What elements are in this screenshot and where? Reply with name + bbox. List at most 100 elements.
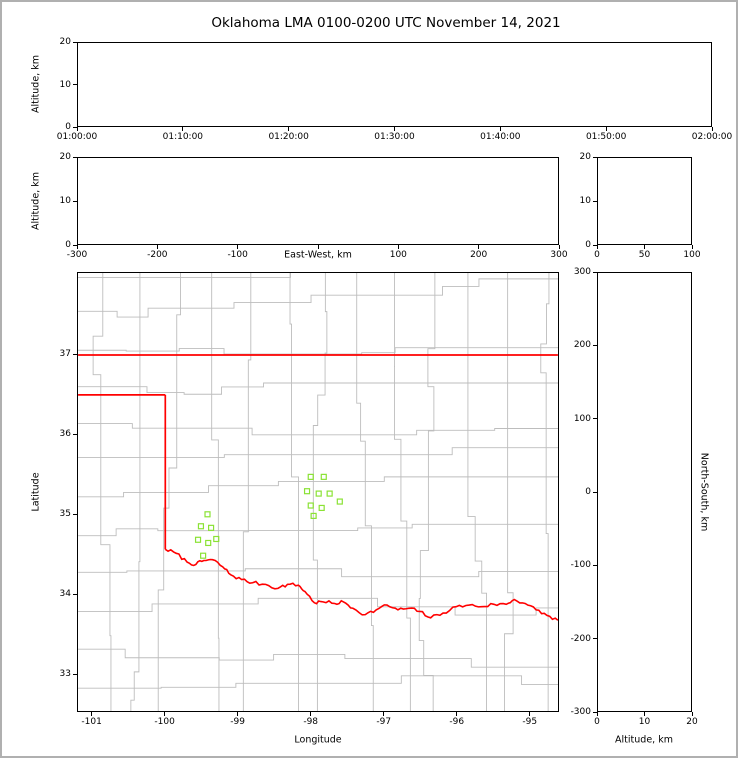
ew-height-panel[interactable] bbox=[77, 157, 559, 245]
tick-mark bbox=[237, 245, 239, 249]
station-marker bbox=[320, 473, 327, 480]
station-marker bbox=[315, 490, 322, 497]
tick-label: 20 bbox=[59, 152, 71, 162]
tick-label: 02:00:00 bbox=[691, 132, 733, 142]
tick-mark bbox=[596, 245, 598, 249]
ns-height-panel[interactable] bbox=[597, 272, 692, 712]
time-height-ylabel: Altitude, km bbox=[30, 55, 42, 113]
station-marker bbox=[318, 504, 325, 512]
station-marker bbox=[326, 490, 333, 497]
tick-label: 0 bbox=[594, 717, 600, 727]
tick-mark bbox=[73, 593, 77, 595]
tick-mark bbox=[478, 245, 480, 249]
ns-height-ylabel: North-South, km bbox=[698, 452, 710, 532]
tick-label: 01:30:00 bbox=[374, 132, 415, 142]
tick-label: -100 bbox=[570, 560, 591, 571]
tick-label: 01:10:00 bbox=[162, 132, 204, 142]
tick-mark bbox=[605, 127, 607, 131]
alt-histogram-panel[interactable] bbox=[597, 157, 692, 245]
tick-mark bbox=[529, 712, 531, 716]
tick-label: -99 bbox=[230, 717, 246, 727]
tick-label: 0 bbox=[585, 240, 591, 250]
tick-mark bbox=[383, 712, 385, 716]
tick-label: 200 bbox=[573, 340, 591, 351]
station-marker bbox=[336, 498, 343, 505]
tick-mark bbox=[73, 126, 77, 128]
tick-label: 01:20:00 bbox=[268, 132, 309, 142]
tick-label: 35 bbox=[59, 509, 71, 520]
tick-mark bbox=[73, 513, 77, 515]
tick-label: 0 bbox=[65, 240, 71, 250]
station-marker bbox=[204, 511, 211, 518]
tick-mark bbox=[593, 418, 597, 420]
map-panel[interactable] bbox=[77, 272, 559, 712]
tick-label: -100 bbox=[154, 717, 175, 727]
tick-mark bbox=[644, 712, 645, 716]
tick-mark bbox=[644, 245, 645, 249]
tick-mark bbox=[73, 156, 77, 158]
station-marker bbox=[303, 488, 311, 495]
tick-mark bbox=[456, 712, 458, 716]
tick-mark bbox=[499, 127, 501, 131]
tick-label: -200 bbox=[147, 250, 168, 260]
tick-label: -95 bbox=[522, 717, 538, 727]
tick-label: 0 bbox=[65, 122, 71, 132]
tick-mark bbox=[73, 84, 77, 85]
tick-label: 20 bbox=[59, 37, 71, 47]
time-height-panel[interactable] bbox=[77, 42, 712, 127]
tick-mark bbox=[76, 127, 78, 131]
tick-mark bbox=[310, 712, 312, 716]
tick-label: 01:40:00 bbox=[480, 132, 521, 142]
tick-mark bbox=[558, 245, 560, 249]
tick-mark bbox=[593, 244, 597, 246]
tick-mark bbox=[76, 245, 78, 249]
tick-mark bbox=[156, 245, 158, 249]
tick-label: -98 bbox=[303, 717, 319, 727]
tick-mark bbox=[91, 712, 93, 716]
tick-mark bbox=[73, 433, 77, 435]
map-ylabel: Latitude bbox=[30, 472, 42, 512]
tick-mark bbox=[73, 673, 77, 675]
station-marker bbox=[307, 502, 314, 509]
tick-mark bbox=[691, 712, 693, 716]
tick-label: 100 bbox=[683, 250, 701, 260]
state-border bbox=[78, 354, 558, 621]
station-marker bbox=[200, 552, 207, 559]
tick-mark bbox=[691, 245, 693, 249]
tick-mark bbox=[593, 491, 597, 493]
tick-label: 36 bbox=[59, 429, 71, 440]
tick-label: 10 bbox=[579, 196, 591, 206]
tick-label: 0 bbox=[594, 250, 600, 260]
tick-mark bbox=[73, 200, 77, 202]
station-markers bbox=[194, 473, 343, 559]
tick-mark bbox=[164, 712, 166, 716]
tick-mark bbox=[73, 41, 77, 43]
tick-label: 20 bbox=[686, 717, 698, 727]
tick-label: 100 bbox=[389, 250, 407, 260]
tick-label: 0 bbox=[585, 487, 591, 497]
tick-mark bbox=[182, 127, 184, 131]
figure-title: Oklahoma LMA 0100-0200 UTC November 14, … bbox=[211, 15, 561, 31]
tick-label: -100 bbox=[227, 250, 248, 260]
tick-mark bbox=[593, 271, 597, 273]
tick-label: -300 bbox=[570, 707, 591, 717]
tick-mark bbox=[394, 127, 395, 131]
station-marker bbox=[197, 523, 205, 530]
tick-label: 33 bbox=[59, 669, 71, 680]
ew-height-xlabel: East-West, km bbox=[284, 249, 352, 261]
tick-label: -96 bbox=[449, 717, 465, 727]
tick-mark bbox=[593, 156, 597, 158]
tick-mark bbox=[596, 712, 598, 716]
tick-mark bbox=[593, 638, 597, 640]
tick-label: 10 bbox=[59, 196, 71, 206]
station-marker bbox=[208, 524, 215, 531]
tick-label: 10 bbox=[638, 717, 651, 727]
tick-label: 20 bbox=[579, 152, 591, 162]
station-marker bbox=[213, 535, 220, 543]
tick-label: -200 bbox=[570, 633, 591, 644]
map-canvas bbox=[78, 273, 558, 711]
tick-label: 01:00:00 bbox=[56, 132, 98, 142]
tick-label: -97 bbox=[376, 717, 392, 727]
tick-mark bbox=[593, 200, 597, 202]
